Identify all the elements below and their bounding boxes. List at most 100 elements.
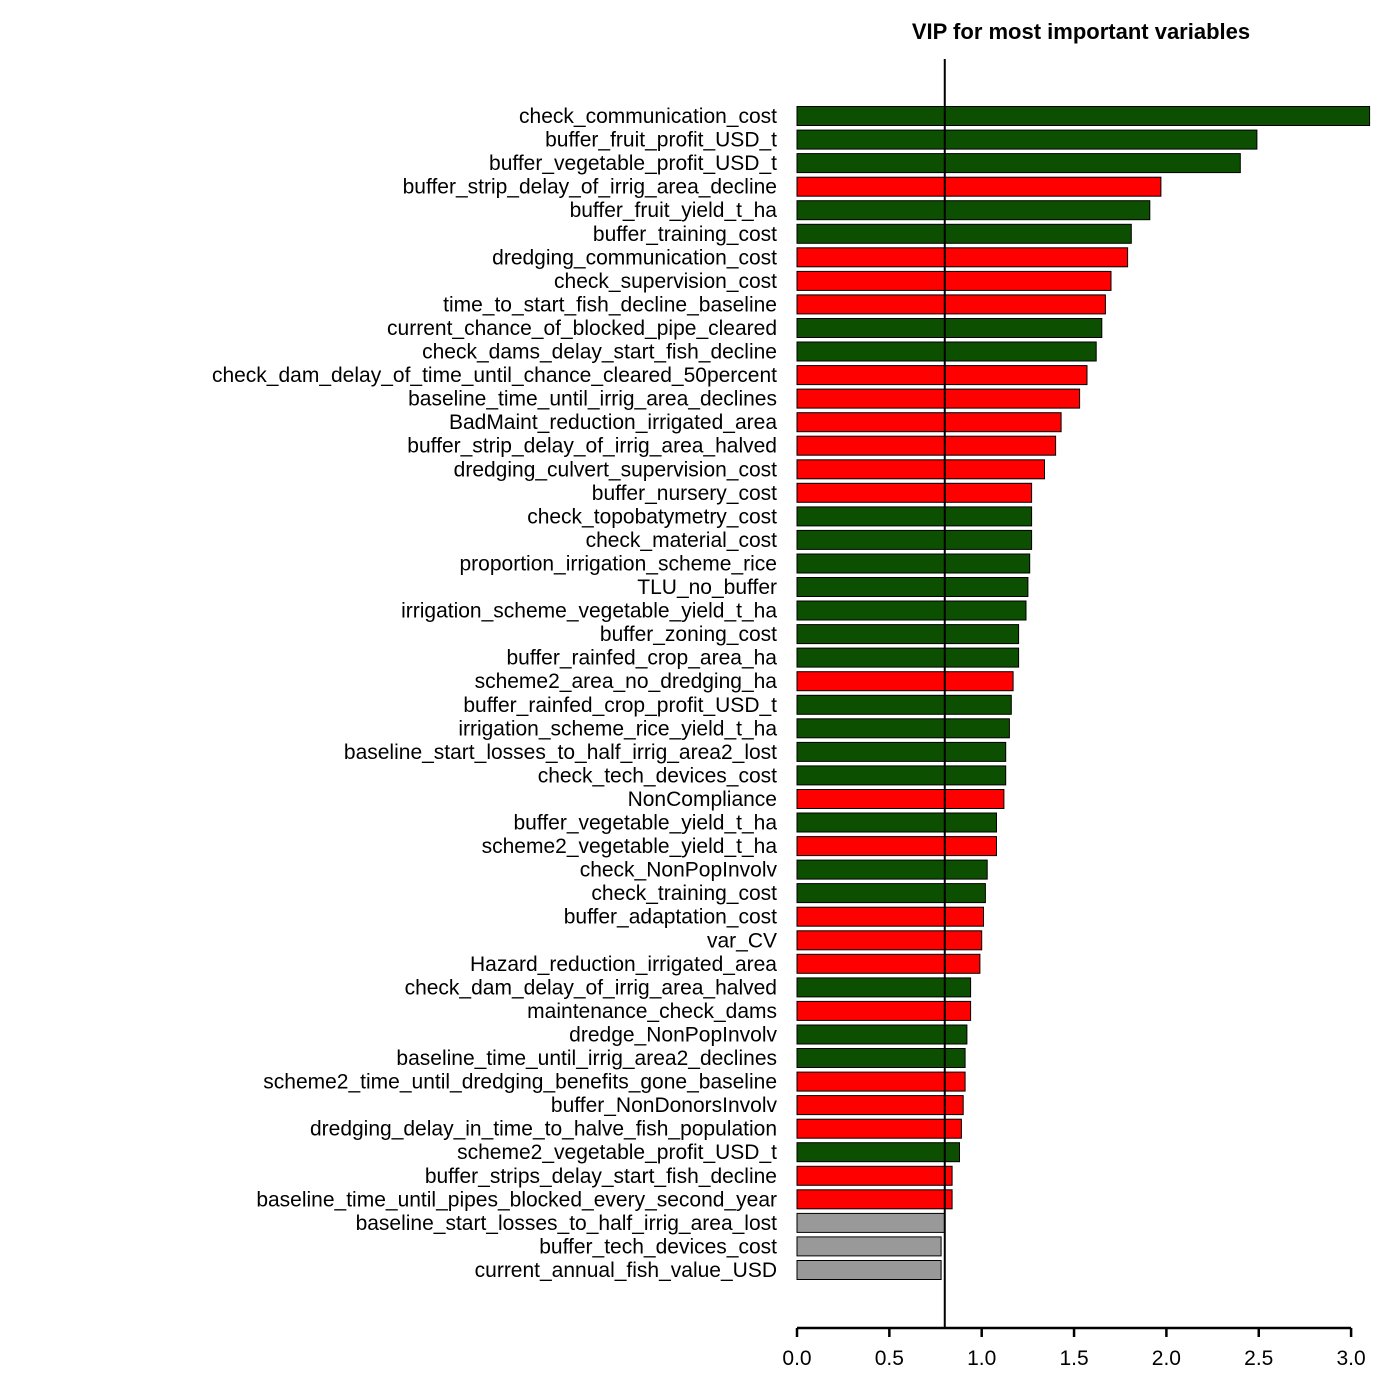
x-tick-label: 0.5 — [875, 1347, 904, 1370]
category-label: dredging_delay_in_time_to_halve_fish_pop… — [310, 1118, 777, 1141]
category-label: buffer_rainfed_crop_profit_USD_t — [463, 694, 777, 717]
bar-buffer_strips_delay_start_fish_decline — [796, 1165, 953, 1186]
bar-check_dam_delay_of_time_until_chance_cleared_50percent — [796, 365, 1088, 386]
bar-current_chance_of_blocked_pipe_cleared — [796, 318, 1103, 338]
x-tick-label: 1.5 — [1059, 1347, 1088, 1370]
bar-time_to_start_fish_decline_baseline — [796, 294, 1106, 315]
category-label: check_training_cost — [591, 882, 777, 905]
bar-dredging_culvert_supervision_cost — [796, 459, 1045, 480]
bar-scheme2_vegetable_yield_t_ha — [796, 836, 997, 857]
bar-buffer_strip_delay_of_irrig_area_decline — [796, 176, 1162, 197]
category-label: check_dams_delay_start_fish_decline — [422, 341, 777, 364]
category-label: buffer_adaptation_cost — [564, 906, 777, 929]
bar-buffer_fruit_yield_t_ha — [796, 200, 1151, 221]
bar-buffer_nursery_cost — [796, 482, 1033, 503]
category-label: scheme2_time_until_dredging_benefits_gon… — [263, 1071, 777, 1094]
bar-TLU_no_buffer — [796, 577, 1029, 597]
category-label: buffer_zoning_cost — [600, 623, 777, 646]
category-label: dredging_culvert_supervision_cost — [454, 458, 778, 481]
category-label: BadMaint_reduction_irrigated_area — [449, 411, 777, 434]
bar-check_dam_delay_of_irrig_area_halved — [796, 977, 972, 998]
bar-buffer_strip_delay_of_irrig_area_halved — [796, 435, 1057, 456]
category-label: irrigation_scheme_rice_yield_t_ha — [458, 717, 777, 740]
category-label: time_to_start_fish_decline_baseline — [443, 293, 777, 316]
bar-dredging_delay_in_time_to_halve_fish_population — [796, 1118, 962, 1139]
category-label: buffer_strip_delay_of_irrig_area_halved — [407, 435, 777, 458]
bar-buffer_training_cost — [796, 223, 1132, 244]
category-label: TLU_no_buffer — [637, 576, 777, 599]
bar-buffer_NonDonorsInvolv — [796, 1095, 964, 1116]
bar-BadMaint_reduction_irrigated_area — [796, 412, 1062, 433]
bar-baseline_time_until_pipes_blocked_every_second_year — [796, 1189, 953, 1210]
category-label: check_material_cost — [586, 529, 778, 552]
category-label: check_dam_delay_of_irrig_area_halved — [405, 976, 777, 999]
bar-proportion_irrigation_scheme_rice — [796, 553, 1031, 574]
category-label: check_supervision_cost — [554, 270, 777, 293]
bar-buffer_rainfed_crop_profit_USD_t — [796, 694, 1012, 715]
bar-baseline_start_losses_to_half_irrig_area_lost — [796, 1212, 946, 1233]
bar-scheme2_area_no_dredging_ha — [796, 671, 1014, 692]
category-label: scheme2_vegetable_profit_USD_t — [457, 1141, 777, 1164]
x-tick-label: 2.5 — [1244, 1347, 1273, 1370]
category-label: buffer_rainfed_crop_area_ha — [507, 647, 778, 670]
bar-var_CV — [796, 930, 983, 951]
bar-dredging_communication_cost — [796, 247, 1129, 268]
bar-buffer_vegetable_yield_t_ha — [796, 812, 997, 833]
bars-group — [796, 106, 1371, 1280]
category-label: buffer_vegetable_profit_USD_t — [489, 152, 777, 175]
bar-scheme2_vegetable_profit_USD_t — [796, 1142, 960, 1163]
bar-check_topobatymetry_cost — [796, 506, 1033, 527]
bar-irrigation_scheme_vegetable_yield_t_ha — [796, 600, 1027, 621]
category-label: buffer_fruit_profit_USD_t — [545, 129, 777, 152]
bar-buffer_tech_devices_cost — [796, 1236, 942, 1257]
category-label: NonCompliance — [628, 788, 777, 811]
category-label: check_NonPopInvolv — [580, 859, 778, 882]
category-label: buffer_vegetable_yield_t_ha — [514, 812, 778, 835]
bar-check_supervision_cost — [796, 270, 1112, 291]
category-label: maintenance_check_dams — [527, 1000, 777, 1023]
bar-check_dams_delay_start_fish_decline — [796, 341, 1097, 362]
category-label: current_chance_of_blocked_pipe_cleared — [387, 317, 777, 340]
category-label: proportion_irrigation_scheme_rice — [459, 553, 777, 576]
category-label: baseline_start_losses_to_half_irrig_area… — [344, 741, 777, 764]
category-label: buffer_nursery_cost — [592, 482, 777, 505]
bar-check_material_cost — [796, 529, 1033, 550]
category-labels-group: check_communication_costbuffer_fruit_pro… — [212, 105, 778, 1282]
chart-title: VIP for most important variables — [912, 19, 1250, 44]
category-label: buffer_fruit_yield_t_ha — [570, 199, 778, 222]
category-label: scheme2_vegetable_yield_t_ha — [482, 835, 778, 858]
category-label: check_topobatymetry_cost — [527, 505, 777, 528]
bar-buffer_fruit_profit_USD_t — [796, 129, 1258, 150]
bar-baseline_time_until_irrig_area2_declines — [796, 1048, 966, 1068]
bar-check_communication_cost — [796, 106, 1371, 126]
category-label: buffer_strips_delay_start_fish_decline — [425, 1165, 777, 1188]
bar-check_NonPopInvolv — [796, 859, 988, 880]
bar-dredge_NonPopInvolv — [796, 1024, 968, 1045]
bar-Hazard_reduction_irrigated_area — [796, 953, 981, 974]
bar-NonCompliance — [796, 789, 1005, 809]
bar-buffer_zoning_cost — [796, 624, 1020, 645]
category-label: current_annual_fish_value_USD — [475, 1259, 777, 1282]
category-label: var_CV — [707, 929, 777, 952]
bar-buffer_rainfed_crop_area_ha — [796, 647, 1020, 668]
x-tick-label: 0.0 — [782, 1347, 811, 1370]
x-tick-label: 3.0 — [1336, 1347, 1365, 1370]
bar-buffer_adaptation_cost — [796, 906, 984, 927]
bar-check_training_cost — [796, 883, 986, 904]
category-label: check_dam_delay_of_time_until_chance_cle… — [212, 364, 777, 387]
category-label: check_tech_devices_cost — [538, 764, 777, 787]
category-label: irrigation_scheme_vegetable_yield_t_ha — [401, 600, 777, 623]
category-label: baseline_time_until_pipes_blocked_every_… — [256, 1188, 777, 1211]
x-tick-label: 2.0 — [1152, 1347, 1181, 1370]
category-label: buffer_training_cost — [593, 223, 777, 246]
bar-baseline_time_until_irrig_area_declines — [796, 388, 1081, 409]
bar-check_tech_devices_cost — [796, 765, 1007, 786]
x-axis: 0.0 0.5 1.0 1.5 2.0 2.5 3.0 — [782, 1326, 1366, 1370]
category-label: buffer_tech_devices_cost — [539, 1235, 777, 1258]
bar-maintenance_check_dams — [796, 1000, 972, 1021]
bar-current_annual_fish_value_USD — [796, 1260, 942, 1280]
category-label: buffer_NonDonorsInvolv — [551, 1094, 778, 1117]
category-label: dredging_communication_cost — [492, 246, 777, 269]
